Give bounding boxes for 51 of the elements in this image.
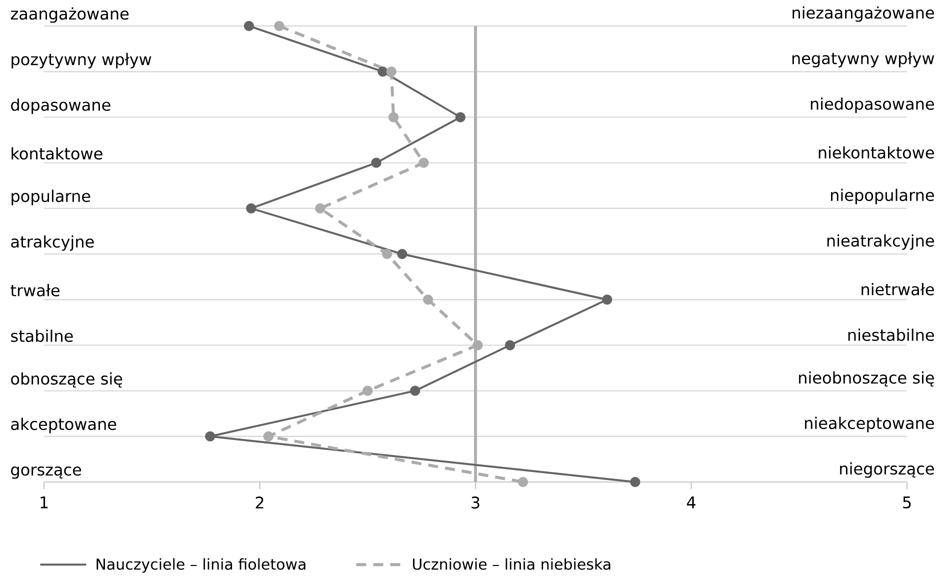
point [418,158,429,168]
y-tick-label: pozytywny wpływ [12,52,152,68]
y-tick-label: popularne [12,190,90,206]
x-tick-label: 4 [686,496,696,508]
point [410,386,420,396]
legend-label: Uczniowie – linia niebieska [413,558,610,570]
annotation: nieatrakcyjne [827,234,934,250]
point [382,248,392,260]
y-tick-label: obnoszące się [11,372,122,388]
point [422,294,434,305]
point [397,248,408,260]
y-tick-label: atrakcyjne [11,235,94,251]
point [388,112,399,122]
annotation: nieakceptowane [805,416,934,432]
annotation: negatywny wpływ [792,52,934,68]
point [602,294,612,305]
y-tick-label: gorszące [11,466,82,479]
annotation: niekontaktowe [818,146,934,159]
y-tick-label: kontaktowe [12,147,102,160]
point [518,476,528,488]
annotation: niestabilne [848,328,934,341]
y-tick-label: stabilne [11,330,73,342]
x-tick-label: 1 [40,496,48,508]
point [630,476,640,488]
x-tick-label: 3 [472,496,480,509]
y-tick-label: zaangażowane [10,7,129,23]
y-tick-label: dopasowane [11,98,110,114]
point [362,386,373,396]
y-tick-label: akceptowane [11,418,116,434]
point [472,340,483,350]
point [371,158,382,168]
annotation: niedopasowane [810,98,934,113]
legend-label: Nauczyciele – linia fioletowa [96,558,306,573]
point [386,66,396,77]
point [378,66,388,77]
point [504,340,516,350]
x-tick-label: 2 [256,496,264,508]
y-tick-label: trwałe [10,284,60,296]
point [455,112,466,122]
annotation: nietrwałe [862,283,934,296]
annotation: niepopularne [831,188,934,204]
point [274,20,284,32]
point [205,431,216,442]
annotation: niegorszące [840,462,934,478]
point [263,431,274,442]
annotation: nieobnoszące się [799,371,934,387]
point [246,203,256,214]
x-tick-label: 5 [903,496,911,508]
point [244,20,254,32]
text: niezaangażowane [792,6,934,22]
point [315,203,326,214]
